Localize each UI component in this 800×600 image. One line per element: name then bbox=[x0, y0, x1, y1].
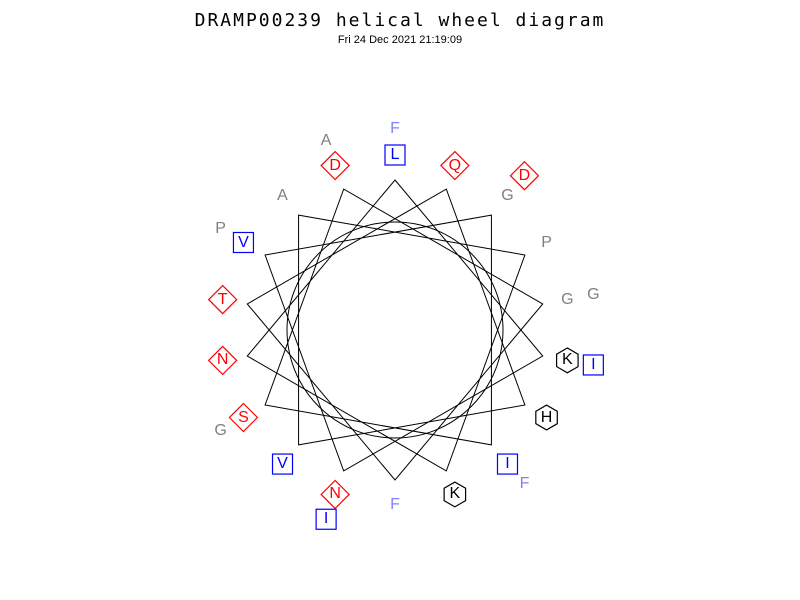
residue-label: L bbox=[391, 147, 400, 163]
residue-label: G bbox=[214, 423, 226, 439]
residue-label: F bbox=[520, 476, 530, 492]
residue-label: P bbox=[215, 221, 226, 237]
residue-label: F bbox=[390, 121, 400, 137]
residue-label: K bbox=[450, 486, 461, 502]
residue-label: F bbox=[390, 497, 400, 513]
residue-label: D bbox=[329, 158, 341, 174]
residue-label: A bbox=[277, 188, 288, 204]
residue-label: I bbox=[324, 511, 328, 527]
residue-label: G bbox=[561, 292, 573, 308]
residue-label: I bbox=[505, 456, 509, 472]
residue-label: G bbox=[587, 287, 599, 303]
residue-label: S bbox=[238, 410, 249, 426]
diagram-container: DRAMP00239 helical wheel diagram Fri 24 … bbox=[0, 0, 800, 600]
residue-label: N bbox=[329, 486, 341, 502]
residue-label: G bbox=[501, 188, 513, 204]
residue-label: H bbox=[541, 410, 553, 426]
residue-label: A bbox=[321, 133, 332, 149]
residue-label: D bbox=[519, 168, 531, 184]
residue-label: P bbox=[541, 235, 552, 251]
residue-label: K bbox=[562, 352, 573, 368]
residue-label: N bbox=[217, 352, 229, 368]
residue-label: Q bbox=[449, 158, 461, 174]
residue-label: I bbox=[591, 357, 595, 373]
residue-label: T bbox=[218, 292, 228, 308]
residue-label: V bbox=[238, 235, 249, 251]
residue-label: V bbox=[277, 456, 288, 472]
